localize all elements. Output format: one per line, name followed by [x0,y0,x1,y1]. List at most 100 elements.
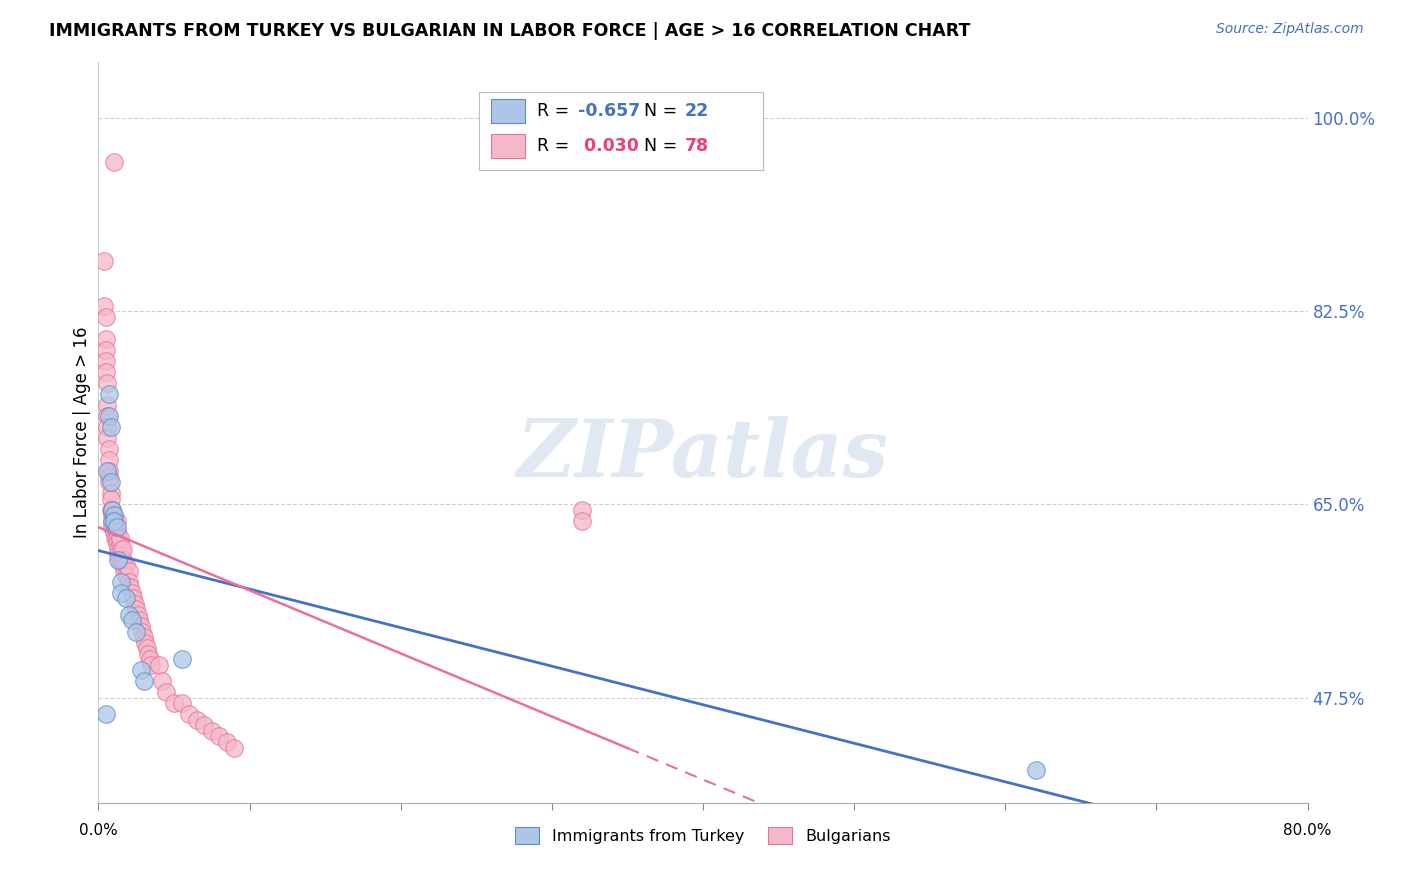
Point [94,332,117,346]
Point [94,310,117,324]
Point [114,591,136,606]
Point [134,635,156,649]
Point [111,541,134,556]
Point [107,547,129,561]
Text: R =: R = [537,137,575,155]
Point [103,508,125,523]
Point [118,607,141,622]
Point [98,453,121,467]
Point [108,552,131,566]
Point [103,154,125,169]
Point [100,503,122,517]
Text: Source: ZipAtlas.com: Source: ZipAtlas.com [1216,22,1364,37]
Point [94,707,117,722]
Point [98,464,121,478]
Point [110,552,132,566]
Point [98,442,121,457]
Point [1024,763,1046,777]
Point [100,420,122,434]
Point [201,723,224,738]
Point [125,602,148,616]
Point [125,624,148,639]
Point [186,713,208,727]
Point [101,514,124,528]
Point [100,491,122,506]
Point [96,398,118,412]
Point [98,409,121,423]
Point [101,508,124,523]
Legend: Immigrants from Turkey, Bulgarians: Immigrants from Turkey, Bulgarians [509,821,897,850]
Point [93,299,115,313]
Point [208,730,231,744]
Point [94,365,117,379]
Text: -0.657: -0.657 [578,103,641,120]
Point [105,536,128,550]
Point [100,486,122,500]
Point [132,630,155,644]
Point [129,663,152,677]
Point [103,508,125,523]
Point [96,464,118,478]
Text: 0.0%: 0.0% [79,822,118,838]
Point [132,674,155,689]
Point [110,586,132,600]
Point [127,607,149,622]
Point [179,707,201,722]
Bar [492,100,526,123]
Point [98,470,121,484]
Point [124,597,146,611]
Point [571,503,593,517]
Point [170,652,193,666]
Point [141,657,163,672]
Point [107,552,129,566]
Text: 80.0%: 80.0% [1284,822,1331,838]
Point [215,735,238,749]
Text: 22: 22 [685,103,709,120]
Point [118,564,141,578]
Point [118,574,141,589]
Point [101,503,124,517]
Point [122,591,145,606]
Point [105,519,128,533]
Point [101,519,124,533]
Point [128,614,150,628]
Point [101,514,124,528]
Text: 78: 78 [685,137,709,155]
Point [103,514,125,528]
Point [224,740,246,755]
Point [98,387,121,401]
Point [105,531,128,545]
Point [108,536,131,550]
Point [571,514,593,528]
Point [104,531,127,545]
Bar [492,135,526,158]
Point [107,541,129,556]
Point [148,657,170,672]
Text: ZIPatlas: ZIPatlas [517,416,889,493]
Text: R =: R = [537,103,575,120]
Point [105,524,128,539]
Point [129,619,152,633]
Point [114,558,136,573]
Point [120,580,142,594]
Point [96,420,118,434]
Point [111,552,134,566]
FancyBboxPatch shape [479,92,763,169]
Point [101,503,124,517]
Text: N =: N = [644,103,682,120]
Point [110,541,132,556]
Point [131,624,153,639]
Point [100,475,122,490]
Point [112,564,135,578]
Text: 0.030: 0.030 [578,137,640,155]
Point [93,254,115,268]
Point [150,674,173,689]
Point [136,647,159,661]
Point [139,652,162,666]
Point [94,353,117,368]
Point [121,614,143,628]
Point [193,718,215,732]
Point [108,531,131,545]
Point [163,697,186,711]
Point [96,431,118,445]
